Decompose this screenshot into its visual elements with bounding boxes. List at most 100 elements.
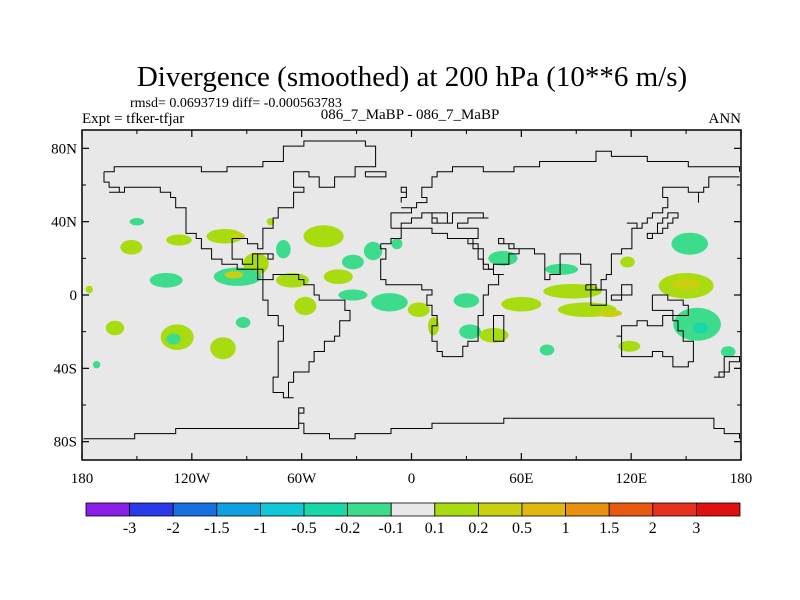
colorbar-label: -0.2 [335, 520, 360, 537]
colorbar-swatch [608, 502, 654, 517]
colorbar-swatch [434, 502, 479, 517]
contour-region-29 [543, 284, 602, 299]
season-label: ANN [709, 111, 742, 127]
colorbar-swatch [521, 502, 566, 517]
colorbar-label: 0.5 [512, 520, 532, 537]
colorbar-swatch [303, 502, 348, 517]
colorbar-label: -2 [167, 520, 180, 537]
contour-region-13 [303, 225, 344, 248]
colorbar-label: 3 [692, 520, 700, 537]
coastline-8 [651, 294, 689, 316]
coastline-9 [646, 212, 679, 239]
x-tick-label: 180 [730, 471, 753, 487]
contour-region-11 [276, 273, 309, 288]
contour-region-32 [539, 344, 555, 356]
colorbar-swatch [696, 502, 741, 517]
contour-region-46 [85, 285, 94, 294]
colorbar-swatch [347, 502, 392, 517]
contour-region-40 [720, 346, 736, 358]
contour-region-35 [671, 232, 708, 255]
coastline-3 [390, 150, 740, 229]
colorbar: -3 -2 -1.5 -1 -0.5 -0.2 -0.1 0.1 0.2 0.5 1 1.5 2 3 [85, 502, 741, 537]
colorbar-label: 0.1 [425, 520, 445, 537]
x-tick-label: 180 [71, 471, 94, 487]
contour-region-47 [92, 361, 101, 369]
colorbar-label: -1 [254, 520, 267, 537]
y-tick-label: 80S [54, 435, 77, 451]
colorbar-label: -1.5 [204, 520, 229, 537]
coastline-4 [391, 176, 740, 291]
contour-region-26 [501, 296, 542, 312]
case-label: 086_7_MaBP - 086_7_MaBP [321, 107, 500, 123]
coastline-6 [585, 284, 607, 306]
x-tick-label: 60E [509, 471, 533, 487]
colorbar-swatch [216, 502, 261, 517]
colorbar-label: 1 [562, 520, 570, 537]
contour-region-31 [596, 309, 622, 317]
x-tick-label: 0 [408, 471, 416, 487]
contour-region-8 [149, 273, 183, 288]
colorbar-label: -0.5 [291, 520, 316, 537]
contour-region-6 [266, 218, 275, 226]
coastline-2 [380, 227, 504, 358]
contour-region-44 [210, 337, 236, 360]
colorbar-swatch [172, 502, 218, 517]
contour-region-39 [693, 322, 708, 334]
chart-title: Divergence (smoothed) at 200 hPa (10**6 … [137, 61, 687, 93]
contour-region-23 [453, 293, 480, 308]
colorbar-label: -3 [123, 520, 136, 537]
coastline-10 [493, 315, 505, 342]
colorbar-swatch [565, 502, 610, 517]
coastline-13 [257, 253, 274, 260]
colorbar-swatch [129, 502, 174, 517]
x-tick-label: 120W [173, 471, 211, 487]
y-tick-label: 40S [54, 361, 77, 377]
colorbar-label: 2 [649, 520, 657, 537]
contour-region-18 [294, 296, 317, 316]
contour-region-43 [105, 320, 125, 336]
contour-region-21 [407, 302, 430, 318]
colorbar-label: 0.2 [468, 520, 488, 537]
contour-region-25 [459, 324, 482, 340]
contour-region-15 [363, 241, 383, 261]
y-tick-label: 0 [70, 288, 78, 304]
coastline-7 [610, 284, 633, 301]
contour-region-14 [341, 254, 364, 270]
contour-region-4 [206, 229, 244, 244]
colorbar-swatch [477, 502, 523, 517]
contour-region-37 [671, 278, 701, 290]
contour-region-34 [620, 256, 635, 268]
contour-region-12 [276, 240, 291, 259]
colorbar-label: -0.1 [379, 520, 404, 537]
coastline-12 [364, 171, 387, 178]
colorbar-label: 1.5 [599, 520, 619, 537]
contour-region-19 [338, 289, 368, 301]
contour-region-28 [545, 263, 579, 275]
contour-region-24 [488, 250, 518, 266]
coastline-15 [83, 407, 740, 440]
experiment-label: Expt = tfker-tfjar [82, 111, 184, 127]
coastline-layer [83, 140, 740, 440]
contour-region-10 [224, 271, 244, 279]
contour-region-16 [391, 238, 403, 250]
map-background [82, 130, 741, 460]
contour-region-17 [323, 269, 353, 285]
stats-line: rmsd= 0.0693719 diff= -0.000563783 [130, 96, 342, 111]
colorbar-swatch [259, 502, 305, 517]
y-tick-label: 80N [51, 141, 77, 157]
contour-region-20 [371, 293, 408, 312]
colorbar-swatch [390, 502, 436, 517]
contour-region-33 [618, 340, 641, 352]
colorbar-swatch [85, 502, 130, 517]
coastline-1 [103, 140, 377, 399]
x-tick-label: 120E [615, 471, 647, 487]
coastline-11 [400, 186, 407, 203]
colorbar-swatch [652, 502, 697, 517]
map-axes: 180 120W 60W 0 60E 120E 180 80N 40N 0 40S 80S [51, 130, 752, 487]
contour-region-42 [166, 333, 181, 345]
y-tick-label: 40N [51, 215, 77, 231]
contour-region-2 [120, 240, 143, 255]
coastline-5 [616, 315, 694, 368]
contour-region-1 [129, 218, 145, 226]
